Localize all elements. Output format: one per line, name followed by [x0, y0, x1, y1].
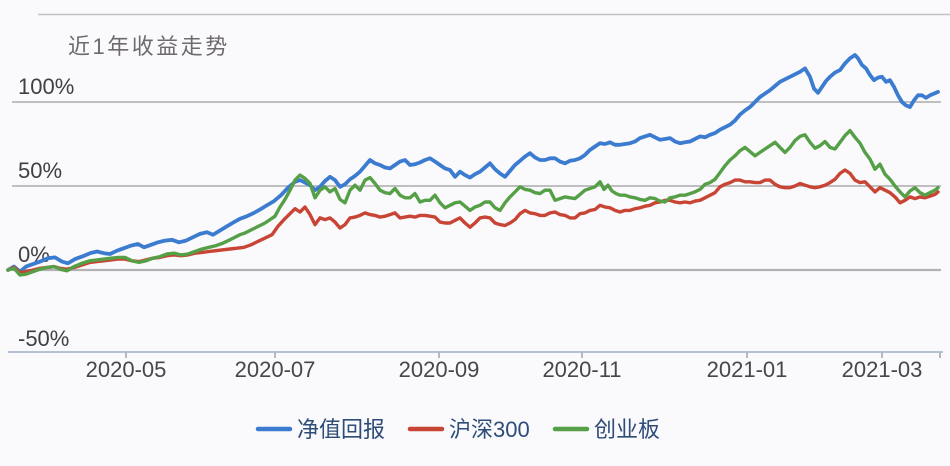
legend-item-net-return[interactable]: 净值回报: [255, 417, 385, 442]
x-axis-label-2020-09: 2020-09: [399, 357, 480, 382]
legend-label-csi300: 沪深300: [449, 417, 530, 442]
x-axis-label-2020-11: 2020-11: [542, 357, 621, 382]
x-axis-label-2021-01: 2021-01: [707, 357, 788, 382]
x-axis-label-2021-03: 2021-03: [842, 357, 923, 382]
x-axis-label-2020-07: 2020-07: [235, 357, 316, 382]
y-axis-label-50%: 50%: [18, 158, 62, 183]
chart-title: 近1年收益走势: [68, 34, 230, 59]
chart-legend: 净值回报 沪深300 创业板: [255, 417, 660, 442]
legend-item-chinext[interactable]: 创业板: [552, 417, 660, 442]
series-line-创业板: [6, 128, 940, 277]
series-lines: [6, 53, 940, 277]
series-line-沪深300: [6, 168, 940, 275]
y-axis-labels: 100%50%0%-50%: [18, 74, 74, 351]
series-line-净值回报: [6, 53, 940, 274]
y-axis-label-100%: 100%: [18, 74, 74, 99]
y-axis-label--50%: -50%: [18, 326, 69, 351]
x-axis-label-2020-05: 2020-05: [86, 357, 167, 382]
x-axis-ticks: [125, 352, 941, 358]
legend-label-net-return: 净值回报: [297, 417, 385, 442]
legend-label-chinext: 创业板: [594, 417, 660, 442]
legend-item-csi300[interactable]: 沪深300: [407, 417, 530, 442]
x-axis-labels: 2020-05 2020-07 2020-09 2020-11 2021-01 2021-…: [86, 357, 923, 382]
